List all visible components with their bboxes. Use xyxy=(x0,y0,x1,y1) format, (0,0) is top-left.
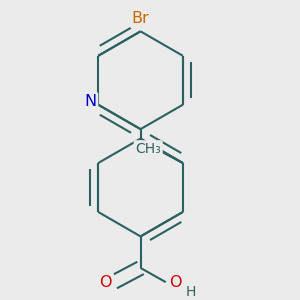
Text: CH₃: CH₃ xyxy=(135,142,161,156)
Text: O: O xyxy=(100,274,112,290)
Text: O: O xyxy=(169,274,182,290)
Text: Br: Br xyxy=(132,11,149,26)
Text: N: N xyxy=(84,94,96,109)
Text: H: H xyxy=(186,285,196,298)
